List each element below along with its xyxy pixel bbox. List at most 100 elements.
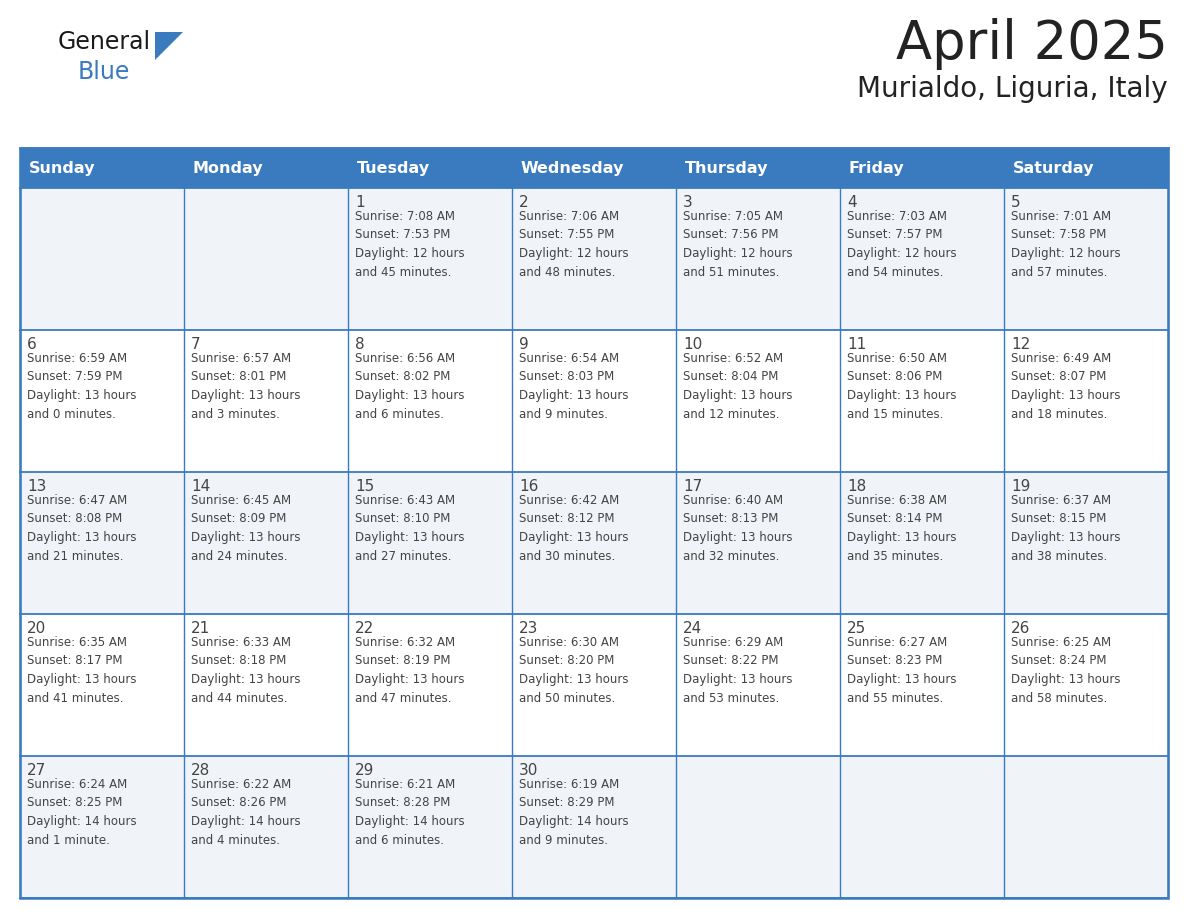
Text: Sunrise: 6:35 AM
Sunset: 8:17 PM
Daylight: 13 hours
and 41 minutes.: Sunrise: 6:35 AM Sunset: 8:17 PM Dayligh… <box>27 636 137 704</box>
Text: Sunrise: 6:32 AM
Sunset: 8:19 PM
Daylight: 13 hours
and 47 minutes.: Sunrise: 6:32 AM Sunset: 8:19 PM Dayligh… <box>355 636 465 704</box>
Text: Thursday: Thursday <box>685 161 769 175</box>
Text: 27: 27 <box>27 763 46 778</box>
Polygon shape <box>154 32 183 60</box>
Text: Sunrise: 6:38 AM
Sunset: 8:14 PM
Daylight: 13 hours
and 35 minutes.: Sunrise: 6:38 AM Sunset: 8:14 PM Dayligh… <box>847 494 956 563</box>
Text: April 2025: April 2025 <box>896 18 1168 70</box>
Text: Tuesday: Tuesday <box>358 161 430 175</box>
Text: 28: 28 <box>191 763 210 778</box>
Text: 4: 4 <box>847 195 857 210</box>
Bar <box>840 188 1004 330</box>
Bar <box>348 472 512 614</box>
Bar <box>20 188 184 330</box>
Bar <box>1004 188 1168 330</box>
Text: 3: 3 <box>683 195 693 210</box>
Text: Sunrise: 7:08 AM
Sunset: 7:53 PM
Daylight: 12 hours
and 45 minutes.: Sunrise: 7:08 AM Sunset: 7:53 PM Dayligh… <box>355 210 465 278</box>
Text: Sunrise: 7:05 AM
Sunset: 7:56 PM
Daylight: 12 hours
and 51 minutes.: Sunrise: 7:05 AM Sunset: 7:56 PM Dayligh… <box>683 210 792 278</box>
Bar <box>184 472 348 614</box>
Bar <box>184 188 348 330</box>
Text: 21: 21 <box>191 621 210 636</box>
Bar <box>20 472 184 614</box>
Text: 12: 12 <box>1011 337 1030 352</box>
Bar <box>184 756 348 898</box>
Bar <box>512 330 676 472</box>
Bar <box>840 756 1004 898</box>
Text: Sunrise: 6:40 AM
Sunset: 8:13 PM
Daylight: 13 hours
and 32 minutes.: Sunrise: 6:40 AM Sunset: 8:13 PM Dayligh… <box>683 494 792 563</box>
Text: Sunrise: 6:30 AM
Sunset: 8:20 PM
Daylight: 13 hours
and 50 minutes.: Sunrise: 6:30 AM Sunset: 8:20 PM Dayligh… <box>519 636 628 704</box>
Bar <box>1004 330 1168 472</box>
Text: Sunrise: 6:27 AM
Sunset: 8:23 PM
Daylight: 13 hours
and 55 minutes.: Sunrise: 6:27 AM Sunset: 8:23 PM Dayligh… <box>847 636 956 704</box>
Text: 19: 19 <box>1011 479 1030 494</box>
Text: Sunrise: 6:52 AM
Sunset: 8:04 PM
Daylight: 13 hours
and 12 minutes.: Sunrise: 6:52 AM Sunset: 8:04 PM Dayligh… <box>683 352 792 420</box>
Text: Sunrise: 7:06 AM
Sunset: 7:55 PM
Daylight: 12 hours
and 48 minutes.: Sunrise: 7:06 AM Sunset: 7:55 PM Dayligh… <box>519 210 628 278</box>
Text: 7: 7 <box>191 337 201 352</box>
Text: 11: 11 <box>847 337 866 352</box>
Text: 10: 10 <box>683 337 702 352</box>
Text: General: General <box>58 30 151 54</box>
Text: Sunrise: 6:25 AM
Sunset: 8:24 PM
Daylight: 13 hours
and 58 minutes.: Sunrise: 6:25 AM Sunset: 8:24 PM Dayligh… <box>1011 636 1120 704</box>
Text: Murialdo, Liguria, Italy: Murialdo, Liguria, Italy <box>858 75 1168 103</box>
Text: Sunrise: 6:45 AM
Sunset: 8:09 PM
Daylight: 13 hours
and 24 minutes.: Sunrise: 6:45 AM Sunset: 8:09 PM Dayligh… <box>191 494 301 563</box>
Text: Sunrise: 6:33 AM
Sunset: 8:18 PM
Daylight: 13 hours
and 44 minutes.: Sunrise: 6:33 AM Sunset: 8:18 PM Dayligh… <box>191 636 301 704</box>
Text: 5: 5 <box>1011 195 1020 210</box>
Text: Sunrise: 6:59 AM
Sunset: 7:59 PM
Daylight: 13 hours
and 0 minutes.: Sunrise: 6:59 AM Sunset: 7:59 PM Dayligh… <box>27 352 137 420</box>
Text: Sunrise: 6:57 AM
Sunset: 8:01 PM
Daylight: 13 hours
and 3 minutes.: Sunrise: 6:57 AM Sunset: 8:01 PM Dayligh… <box>191 352 301 420</box>
Bar <box>512 756 676 898</box>
Text: 22: 22 <box>355 621 374 636</box>
Text: Blue: Blue <box>78 60 131 84</box>
Bar <box>184 614 348 756</box>
Text: Sunrise: 6:42 AM
Sunset: 8:12 PM
Daylight: 13 hours
and 30 minutes.: Sunrise: 6:42 AM Sunset: 8:12 PM Dayligh… <box>519 494 628 563</box>
Text: 30: 30 <box>519 763 538 778</box>
Text: 29: 29 <box>355 763 374 778</box>
Bar <box>676 614 840 756</box>
Text: 2: 2 <box>519 195 529 210</box>
Text: Sunrise: 6:19 AM
Sunset: 8:29 PM
Daylight: 14 hours
and 9 minutes.: Sunrise: 6:19 AM Sunset: 8:29 PM Dayligh… <box>519 778 628 846</box>
Bar <box>676 188 840 330</box>
Text: Sunrise: 6:37 AM
Sunset: 8:15 PM
Daylight: 13 hours
and 38 minutes.: Sunrise: 6:37 AM Sunset: 8:15 PM Dayligh… <box>1011 494 1120 563</box>
Bar <box>348 614 512 756</box>
Text: 8: 8 <box>355 337 365 352</box>
Bar <box>676 330 840 472</box>
Text: Sunrise: 6:49 AM
Sunset: 8:07 PM
Daylight: 13 hours
and 18 minutes.: Sunrise: 6:49 AM Sunset: 8:07 PM Dayligh… <box>1011 352 1120 420</box>
Bar <box>20 148 1168 898</box>
Text: Sunrise: 6:22 AM
Sunset: 8:26 PM
Daylight: 14 hours
and 4 minutes.: Sunrise: 6:22 AM Sunset: 8:26 PM Dayligh… <box>191 778 301 846</box>
Text: 26: 26 <box>1011 621 1030 636</box>
Text: 15: 15 <box>355 479 374 494</box>
Bar <box>348 188 512 330</box>
Text: 13: 13 <box>27 479 46 494</box>
Text: 1: 1 <box>355 195 365 210</box>
Text: 20: 20 <box>27 621 46 636</box>
Text: Sunrise: 6:24 AM
Sunset: 8:25 PM
Daylight: 14 hours
and 1 minute.: Sunrise: 6:24 AM Sunset: 8:25 PM Dayligh… <box>27 778 137 846</box>
Text: 17: 17 <box>683 479 702 494</box>
Text: Wednesday: Wednesday <box>522 161 625 175</box>
Text: Sunrise: 6:56 AM
Sunset: 8:02 PM
Daylight: 13 hours
and 6 minutes.: Sunrise: 6:56 AM Sunset: 8:02 PM Dayligh… <box>355 352 465 420</box>
Bar <box>20 330 184 472</box>
Bar <box>512 188 676 330</box>
Text: Sunrise: 6:50 AM
Sunset: 8:06 PM
Daylight: 13 hours
and 15 minutes.: Sunrise: 6:50 AM Sunset: 8:06 PM Dayligh… <box>847 352 956 420</box>
Text: Sunrise: 6:54 AM
Sunset: 8:03 PM
Daylight: 13 hours
and 9 minutes.: Sunrise: 6:54 AM Sunset: 8:03 PM Dayligh… <box>519 352 628 420</box>
Text: 14: 14 <box>191 479 210 494</box>
Bar <box>512 472 676 614</box>
Text: Sunrise: 6:43 AM
Sunset: 8:10 PM
Daylight: 13 hours
and 27 minutes.: Sunrise: 6:43 AM Sunset: 8:10 PM Dayligh… <box>355 494 465 563</box>
Bar <box>348 330 512 472</box>
Bar <box>1004 756 1168 898</box>
Bar <box>840 330 1004 472</box>
Text: 23: 23 <box>519 621 538 636</box>
Text: 9: 9 <box>519 337 529 352</box>
Text: Sunrise: 7:03 AM
Sunset: 7:57 PM
Daylight: 12 hours
and 54 minutes.: Sunrise: 7:03 AM Sunset: 7:57 PM Dayligh… <box>847 210 956 278</box>
Text: Saturday: Saturday <box>1013 161 1094 175</box>
Text: 6: 6 <box>27 337 37 352</box>
Text: Sunrise: 6:47 AM
Sunset: 8:08 PM
Daylight: 13 hours
and 21 minutes.: Sunrise: 6:47 AM Sunset: 8:08 PM Dayligh… <box>27 494 137 563</box>
Text: 16: 16 <box>519 479 538 494</box>
Bar <box>20 148 1168 188</box>
Text: Friday: Friday <box>849 161 904 175</box>
Text: Monday: Monday <box>192 161 264 175</box>
Text: Sunrise: 6:21 AM
Sunset: 8:28 PM
Daylight: 14 hours
and 6 minutes.: Sunrise: 6:21 AM Sunset: 8:28 PM Dayligh… <box>355 778 465 846</box>
Bar <box>676 472 840 614</box>
Bar <box>20 756 184 898</box>
Text: 18: 18 <box>847 479 866 494</box>
Bar <box>512 614 676 756</box>
Text: Sunday: Sunday <box>29 161 95 175</box>
Text: Sunrise: 6:29 AM
Sunset: 8:22 PM
Daylight: 13 hours
and 53 minutes.: Sunrise: 6:29 AM Sunset: 8:22 PM Dayligh… <box>683 636 792 704</box>
Text: 24: 24 <box>683 621 702 636</box>
Text: 25: 25 <box>847 621 866 636</box>
